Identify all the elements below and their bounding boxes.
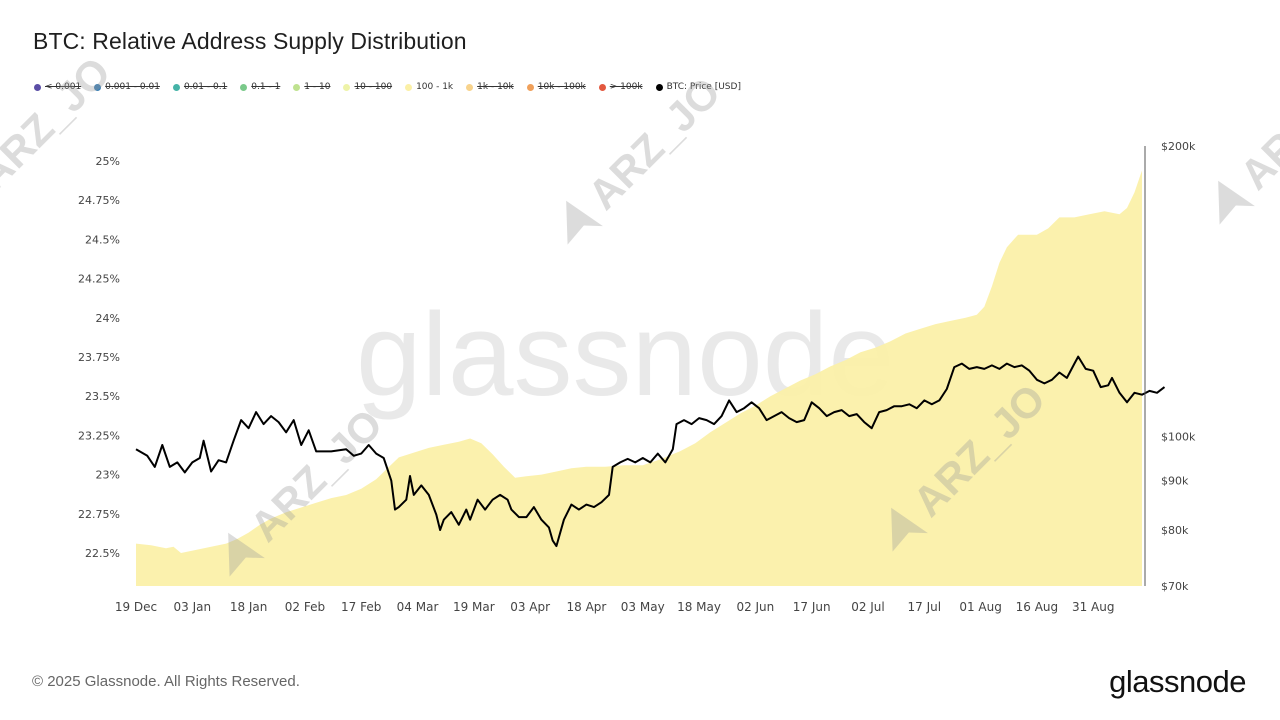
legend-swatch [343, 83, 351, 91]
left-axis-tick-label: 24% [96, 312, 120, 325]
left-axis-tick-label: 24.75% [78, 194, 120, 207]
legend-label: 0.01 - 0.1 [183, 82, 228, 92]
area-series-100-1k [136, 170, 1142, 586]
chart-title: BTC: Relative Address Supply Distributio… [33, 28, 467, 54]
x-axis-tick-label: 17 Feb [341, 600, 381, 614]
x-axis-tick-label: 02 Jul [851, 600, 885, 614]
watermark-arrow-icon [891, 507, 928, 552]
left-axis-tick-label: 24.5% [85, 233, 120, 246]
x-axis-tick-label: 02 Jun [736, 600, 774, 614]
watermark-arrow-icon [228, 532, 265, 577]
legend-item[interactable]: 0.01 - 0.1 [172, 82, 228, 92]
right-axis-tick-label: $100k [1161, 431, 1196, 444]
legend-swatch [293, 83, 301, 91]
x-axis-tick-label: 17 Jul [908, 600, 942, 614]
watermark-arz-text: ARZ_JO [579, 68, 729, 218]
legend-item[interactable]: 1 - 10 [293, 82, 330, 92]
left-axis-tick-label: 23.25% [78, 429, 120, 442]
x-axis-tick-label: 19 Dec [115, 600, 157, 614]
x-axis-tick-label: 18 Apr [567, 600, 607, 614]
x-axis-tick-label: 04 Mar [397, 600, 439, 614]
left-axis-tick-label: 23% [96, 469, 120, 482]
x-axis-tick-label: 03 Apr [510, 600, 550, 614]
left-axis-tick-label: 23.75% [78, 351, 120, 364]
x-axis-tick-label: 01 Aug [959, 600, 1002, 614]
legend-label: 0.1 - 1 [251, 82, 281, 92]
watermark-arrow-icon [566, 200, 603, 245]
legend-item[interactable]: 100 - 1k [405, 82, 453, 92]
legend-swatch [172, 83, 180, 91]
watermark-arz-1: ARZ_JO [566, 68, 729, 245]
right-axis-tick-label: $80k [1161, 524, 1189, 537]
brand-logo: glassnode [1109, 664, 1246, 699]
legend-swatch [655, 83, 663, 91]
watermark-arz-text: ARZ_JO [1231, 48, 1280, 198]
watermark-arz-text: ARZ_JO [0, 48, 119, 198]
left-axis-tick-label: 25% [96, 155, 120, 168]
right-axis-tick-label: $200k [1161, 140, 1196, 153]
x-axis-tick-label: 17 Jun [793, 600, 831, 614]
left-axis-tick-label: 22.75% [78, 508, 120, 521]
x-axis-tick-label: 16 Aug [1016, 600, 1059, 614]
x-axis-tick-label: 03 May [621, 600, 665, 614]
right-axis-tick-label: $90k [1161, 475, 1189, 488]
legend-label: < 0.001 [45, 82, 82, 92]
legend-label: BTC: Price [USD] [666, 82, 741, 92]
x-axis-tick-label: 18 Jan [230, 600, 268, 614]
x-axis-tick-label: 03 Jan [174, 600, 212, 614]
legend-item[interactable]: < 0.001 [34, 82, 81, 92]
legend-swatch [598, 83, 606, 91]
legend-swatch [466, 83, 474, 91]
x-axis-tick-label: 18 May [677, 600, 721, 614]
legend-label: 1k - 10k [477, 82, 514, 92]
legend-swatch [526, 83, 534, 91]
chart-legend: < 0.001 0.001 - 0.01 0.01 - 0.1 0.1 - 1 1 - … [34, 80, 754, 94]
legend-item[interactable]: 0.001 - 0.01 [94, 82, 160, 92]
price-line [135, 355, 1166, 548]
x-axis-tick-label: 02 Feb [285, 600, 325, 614]
legend-item[interactable]: 10k - 100k [526, 82, 586, 92]
legend-swatch [240, 83, 248, 91]
watermark-arz-4: ARZ_JO [1218, 48, 1280, 225]
left-axis-tick-label: 23.5% [85, 390, 120, 403]
x-axis-tick-label: 31 Aug [1072, 600, 1115, 614]
legend-label: 100 - 1k [416, 82, 454, 92]
legend-swatch [405, 83, 413, 91]
legend-label: 1 - 10 [304, 82, 331, 92]
legend-item[interactable]: > 100k [598, 82, 643, 92]
legend-item[interactable]: 10 - 100 [343, 82, 392, 92]
left-axis-tick-label: 22.5% [85, 547, 120, 560]
legend-swatch [34, 83, 41, 91]
right-axis-tick-label: $70k [1161, 580, 1189, 593]
legend-item[interactable]: 0.1 - 1 [240, 82, 280, 92]
legend-label: 0.001 - 0.01 [105, 82, 160, 92]
left-axis-tick-label: 24.25% [78, 273, 120, 286]
legend-label: 10 - 100 [354, 82, 393, 92]
x-axis-tick-label: 19 Mar [453, 600, 495, 614]
watermark-arrow-icon [1218, 180, 1255, 225]
legend-swatch [94, 83, 102, 91]
legend-label: > 100k [609, 82, 643, 92]
copyright-footer: © 2025 Glassnode. All Rights Reserved. [32, 673, 300, 690]
legend-item[interactable]: 1k - 10k [466, 82, 514, 92]
legend-item[interactable]: BTC: Price [USD] [655, 82, 741, 92]
legend-label: 10k - 100k [537, 82, 586, 92]
